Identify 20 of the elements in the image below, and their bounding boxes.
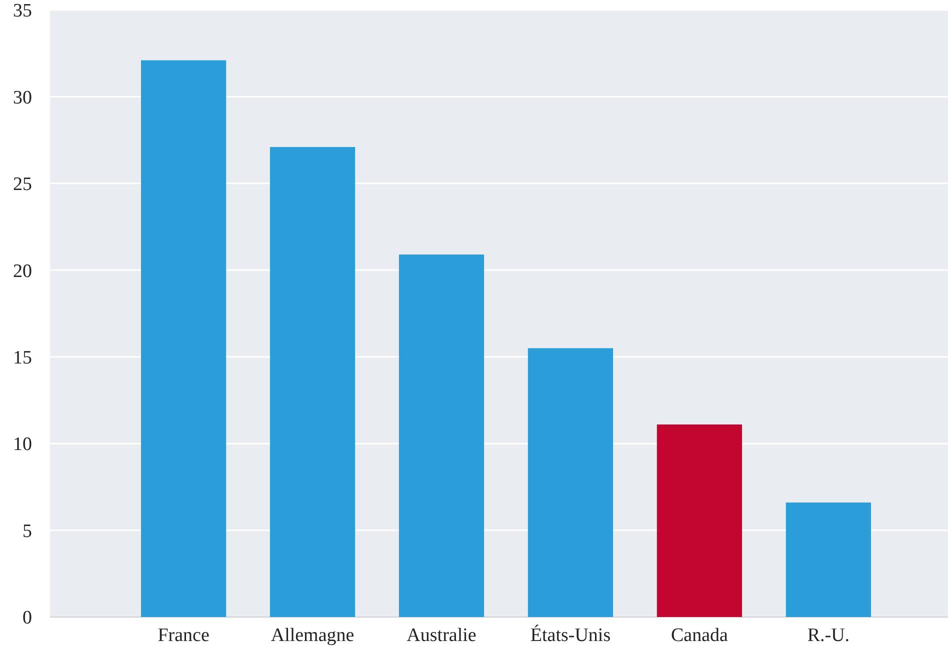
y-tick-label: 35 [13, 0, 32, 22]
x-tick-label: Canada [670, 625, 729, 646]
bar [528, 348, 614, 617]
bar [786, 502, 871, 617]
y-tick-label: 5 [22, 520, 32, 542]
x-tick-label: R.-U. [807, 625, 850, 646]
bar [656, 424, 742, 617]
bar [270, 147, 356, 617]
x-tick-label: France [158, 625, 210, 646]
y-tick-label: 0 [22, 608, 32, 629]
y-tick-label: 20 [13, 260, 32, 282]
bar [141, 60, 226, 617]
y-tick-label: 10 [13, 434, 32, 456]
y-tick-label: 25 [13, 174, 32, 196]
x-tick-label: Allemagne [270, 625, 354, 646]
y-tick-label: 15 [13, 348, 32, 369]
x-tick-label: États-Unis [530, 624, 611, 646]
x-tick-label: Australie [406, 625, 476, 646]
y-tick-label: 30 [13, 87, 32, 108]
bar [398, 254, 484, 617]
